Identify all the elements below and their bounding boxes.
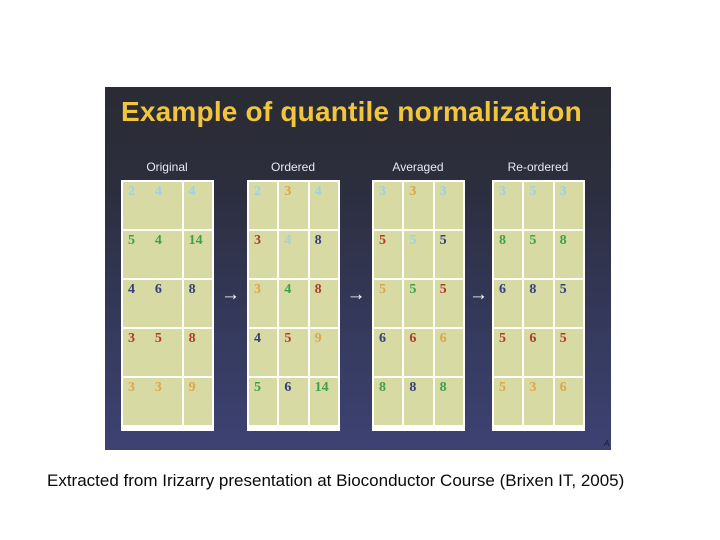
table-cell: 5	[434, 280, 463, 327]
cell-value: 4	[128, 282, 135, 297]
table-cell: 5	[554, 280, 583, 327]
table-cell: 3	[279, 182, 308, 229]
table-cell: 5	[494, 378, 523, 425]
table-cell: 3	[434, 182, 463, 229]
table-cell: 3	[554, 182, 583, 229]
cell-value: 3	[128, 380, 135, 395]
table-cell: 6	[434, 329, 463, 376]
table-cell: 3	[374, 182, 403, 229]
stage-label-original: Original	[146, 160, 188, 174]
table-cell: 8	[309, 231, 338, 278]
right-arrow-icon: →	[221, 284, 240, 305]
table-cell: 5	[554, 329, 583, 376]
table-cell: 6	[404, 329, 433, 376]
right-arrow-icon: →	[469, 284, 488, 305]
table-cell: 8	[524, 280, 553, 327]
table-cell: 8	[404, 378, 433, 425]
table-cell: 3	[494, 182, 523, 229]
table-cell: 9	[309, 329, 338, 376]
table-cell: 5	[374, 231, 403, 278]
table-cell: 4	[309, 182, 338, 229]
table-cell: 8	[494, 231, 523, 278]
table-cell: 4	[249, 329, 278, 376]
table-cell: 6	[524, 329, 553, 376]
table-cell: 14	[309, 378, 338, 425]
table-cell: 5	[524, 231, 553, 278]
right-arrow-icon: →	[346, 284, 366, 305]
cell-value: 5	[128, 233, 135, 248]
table-cell: 6	[554, 378, 583, 425]
table-cell: 9	[183, 378, 212, 425]
table-cell: 8	[554, 231, 583, 278]
slide-title: Example of quantile normalization	[121, 96, 582, 127]
table-original: 2 4 4 5 4 14 4 6 8 3 5 8 3 3 9	[121, 180, 214, 431]
stage-label-ordered: Ordered	[270, 160, 316, 174]
table-cell: 4	[279, 280, 308, 327]
cell-value: 4	[154, 233, 162, 248]
slide: Example of quantile normalization A Orig…	[105, 87, 611, 450]
stage-label-averaged: Averaged	[392, 160, 444, 174]
table-cell: 8	[183, 280, 212, 327]
table-cell: 5	[374, 280, 403, 327]
table-cell: 14	[183, 231, 212, 278]
table-cell: 8	[434, 378, 463, 425]
table-cell: 3	[249, 280, 278, 327]
table-ordered: 2 3 4 3 4 8 3 4 8 4 5 9 5 6 14	[247, 180, 340, 431]
table-cell: 2	[249, 182, 278, 229]
caption: Extracted from Irizarry presentation at …	[47, 471, 625, 490]
table-cell: 5	[249, 378, 278, 425]
table-cell: 8	[183, 329, 212, 376]
table-cell: 8	[309, 280, 338, 327]
table-cell: 3	[524, 378, 553, 425]
table-cell: 5	[524, 182, 553, 229]
cell-value: 6	[154, 282, 162, 297]
table-cell: 5	[279, 329, 308, 376]
table-cell: 5	[434, 231, 463, 278]
table-cell: 5	[494, 329, 523, 376]
table-cell: 5	[404, 231, 433, 278]
cell-value: 4	[154, 184, 162, 199]
table-cell: 3	[404, 182, 433, 229]
cell-value: 3	[128, 331, 135, 346]
stage-label-reordered: Re-ordered	[507, 160, 569, 174]
table-cell: 3	[249, 231, 278, 278]
table-cell: 6	[374, 329, 403, 376]
slide-corner-mark: A	[604, 439, 610, 448]
table-cell: 5	[404, 280, 433, 327]
cell-value: 2	[128, 184, 135, 199]
table-cell: 4	[279, 231, 308, 278]
table-cell: 4	[183, 182, 212, 229]
table-cell: 6	[279, 378, 308, 425]
table-cell: 6	[494, 280, 523, 327]
table-cell: 8	[374, 378, 403, 425]
cell-value: 3	[154, 380, 162, 395]
cell-value: 5	[154, 331, 162, 346]
